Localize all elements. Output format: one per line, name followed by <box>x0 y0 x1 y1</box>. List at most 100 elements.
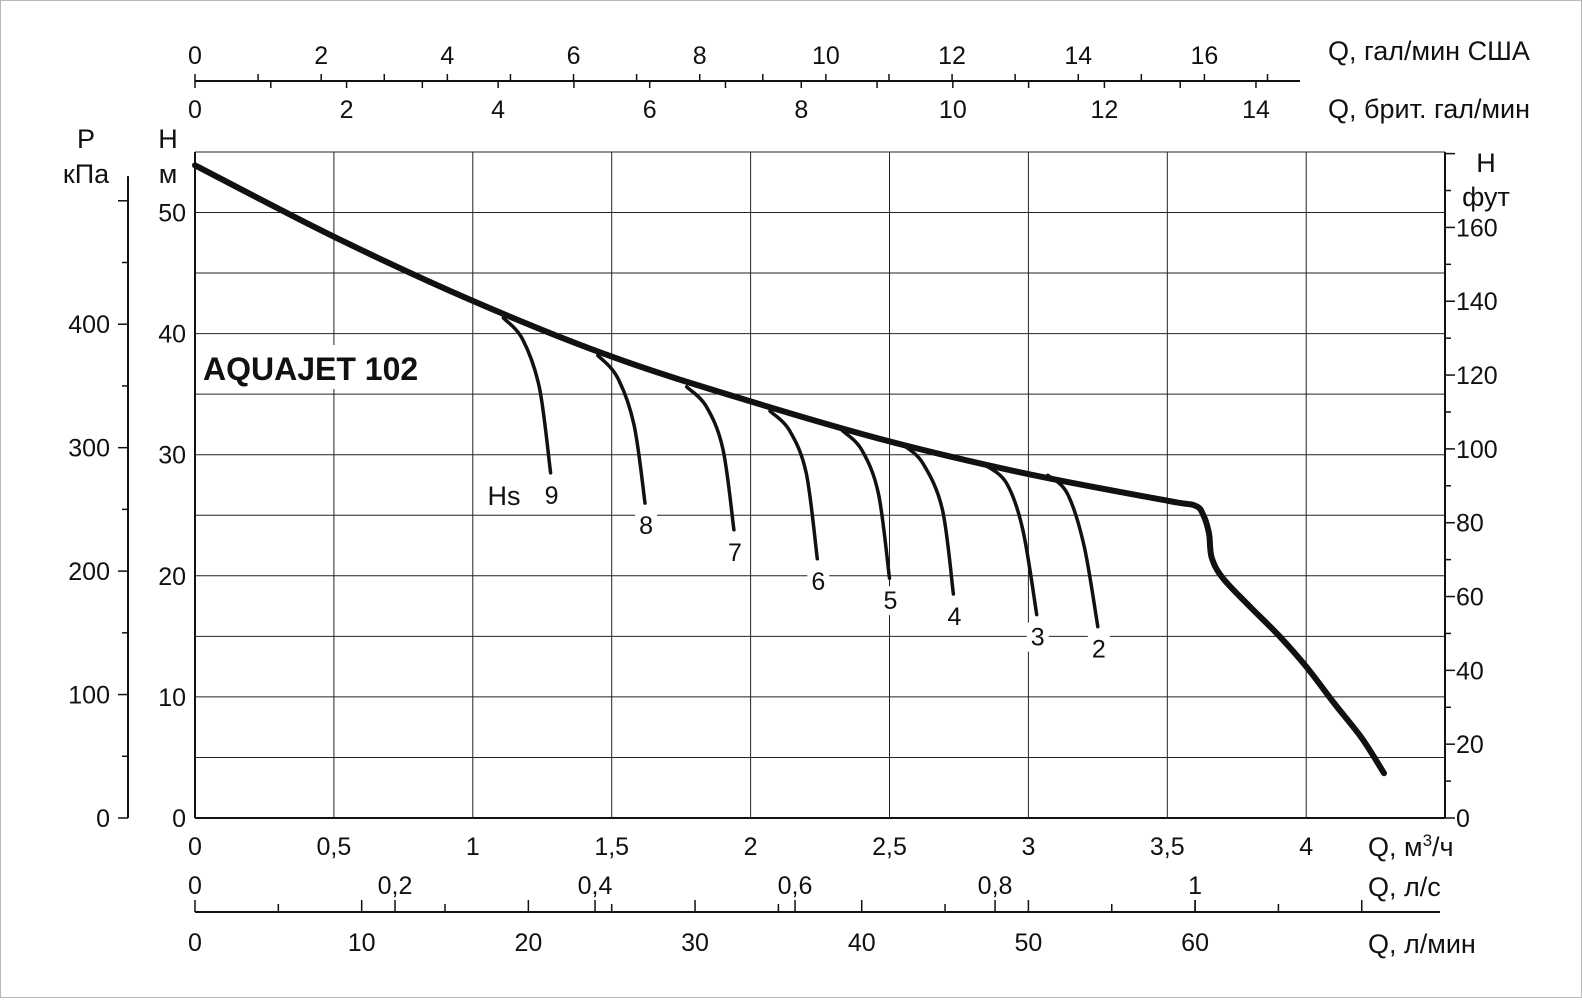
hs-curve-5 <box>840 428 892 580</box>
x-tick-label-ls: 0,6 <box>778 872 813 900</box>
hs-curve-label-5: 5 <box>884 587 898 615</box>
x-axis-label-m3h: Q, м3/ч <box>1368 831 1454 862</box>
x-tick-label-imp-gpm: 6 <box>643 96 657 124</box>
x-tick-label-imp-gpm: 14 <box>1242 96 1270 124</box>
x-tick-label-us-gpm: 0 <box>188 42 202 70</box>
x-tick-label-lmin: 60 <box>1181 929 1209 957</box>
x-tick-label-m3h: 2,5 <box>872 833 907 861</box>
x-tick-label-lmin: 10 <box>348 929 376 957</box>
x-tick-label-m3h: 3,5 <box>1150 833 1185 861</box>
hs-label-bg-7 <box>723 537 746 567</box>
x-tick-label-lmin: 40 <box>848 929 876 957</box>
x-tick-label-us-gpm: 16 <box>1191 42 1219 70</box>
x-tick-label-ls: 0,4 <box>578 872 613 900</box>
x-axis-label-ls: Q, л/с <box>1368 872 1441 902</box>
y-tick-label-ft: 160 <box>1456 214 1498 242</box>
hs-curve-4 <box>901 443 956 596</box>
y-axis-label-m-unit: м <box>159 159 178 189</box>
axes <box>118 74 1455 913</box>
y-tick-label-m: 50 <box>158 200 186 228</box>
hs-curve-9 <box>501 316 553 475</box>
y-tick-label-ft: 40 <box>1456 657 1484 685</box>
y-axis-label-m-top: H <box>158 124 178 154</box>
hs-curve-2 <box>1046 473 1100 629</box>
x-tick-label-imp-gpm: 12 <box>1090 96 1118 124</box>
x-axis-label-us-gpm: Q, гал/мин США <box>1328 36 1530 66</box>
y-tick-label-m: 20 <box>158 563 186 591</box>
x-tick-label-us-gpm: 10 <box>812 42 840 70</box>
hs-label-bg-9 <box>540 480 563 510</box>
x-tick-label-ls: 1 <box>1188 872 1202 900</box>
x-tick-label-imp-gpm: 8 <box>794 96 808 124</box>
x-tick-label-m3h: 4 <box>1299 833 1313 861</box>
hs-label-bg-8 <box>635 511 658 541</box>
model-title-bg <box>199 345 387 389</box>
x-tick-label-lmin: 20 <box>514 929 542 957</box>
hs-curve-label-6: 6 <box>811 568 825 596</box>
x-tick-label-m3h: 1 <box>466 833 480 861</box>
hs-curve-label-3: 3 <box>1031 624 1045 652</box>
hs-marker-bg <box>482 476 526 512</box>
x-tick-label-lmin: 50 <box>1014 929 1042 957</box>
y-tick-label-ft: 60 <box>1456 584 1484 612</box>
hs-curve-label-4: 4 <box>947 603 961 631</box>
x-tick-label-imp-gpm: 0 <box>188 96 202 124</box>
x-tick-label-imp-gpm: 10 <box>939 96 967 124</box>
hs-label-bg-4 <box>943 601 966 631</box>
y-tick-label-kpa: 200 <box>68 558 110 586</box>
y-axis-label-ft-unit: фут <box>1462 182 1510 212</box>
y-tick-label-ft: 0 <box>1456 805 1470 833</box>
labels: 0 0,5 1 1,5 2 2,5 3 3,5 4 Q, м3/ч0 0,2 0,4 0,6 0,8 1 Q,… <box>63 36 1530 959</box>
x-tick-label-ls: 0,2 <box>378 872 413 900</box>
hs-curve-8 <box>596 353 647 505</box>
hs-curve-7 <box>684 385 736 532</box>
hs-label-bg-6 <box>807 566 830 596</box>
x-tick-label-m3h: 2 <box>744 833 758 861</box>
x-axis-label-imp-gpm: Q, брит. гал/мин <box>1328 94 1530 124</box>
x-tick-label-us-gpm: 14 <box>1064 42 1092 70</box>
y-axis-label-kpa-top: P <box>77 124 95 154</box>
y-tick-label-ft: 20 <box>1456 731 1484 759</box>
hs-curve-6 <box>768 409 820 561</box>
y-tick-label-ft: 80 <box>1456 510 1484 538</box>
x-tick-label-m3h: 3 <box>1021 833 1035 861</box>
hs-curve-label-7: 7 <box>728 539 742 567</box>
x-tick-label-us-gpm: 6 <box>567 42 581 70</box>
y-tick-label-m: 40 <box>158 321 186 349</box>
x-tick-label-imp-gpm: 4 <box>491 96 505 124</box>
hs-label-bg-3 <box>1026 622 1049 652</box>
x-tick-label-lmin: 0 <box>188 929 202 957</box>
x-tick-label-us-gpm: 2 <box>314 42 328 70</box>
y-tick-label-m: 30 <box>158 442 186 470</box>
hs-curve-label-9: 9 <box>545 482 559 510</box>
hs-label-bg-2 <box>1087 634 1110 664</box>
y-tick-label-m: 10 <box>158 684 186 712</box>
x-tick-label-ls: 0,8 <box>978 872 1013 900</box>
y-tick-label-m: 0 <box>172 805 186 833</box>
y-axis-label-ft-top: H <box>1476 148 1496 178</box>
y-tick-label-kpa: 300 <box>68 435 110 463</box>
y-tick-label-ft: 120 <box>1456 362 1498 390</box>
hs-curve-label-8: 8 <box>639 512 653 540</box>
y-tick-label-kpa: 400 <box>68 311 110 339</box>
hs-curve-label-2: 2 <box>1092 636 1106 664</box>
y-tick-label-kpa: 0 <box>96 805 110 833</box>
x-tick-label-us-gpm: 8 <box>693 42 707 70</box>
y-axis-label-kpa-unit: кПа <box>63 159 110 189</box>
x-tick-label-ls: 0 <box>188 872 202 900</box>
model-title: AQUAJET 102 <box>203 351 418 387</box>
x-axis-label-lmin: Q, л/мин <box>1368 929 1476 959</box>
hs-label-bg-5 <box>879 586 902 616</box>
x-tick-label-m3h: 1,5 <box>594 833 629 861</box>
x-tick-label-imp-gpm: 2 <box>340 96 354 124</box>
curves <box>192 162 1387 777</box>
y-tick-label-kpa: 100 <box>68 682 110 710</box>
hs-curve-3 <box>982 462 1039 617</box>
y-tick-label-ft: 140 <box>1456 288 1498 316</box>
x-tick-label-lmin: 30 <box>681 929 709 957</box>
hs-label: Hs <box>488 481 521 511</box>
x-tick-label-us-gpm: 4 <box>440 42 454 70</box>
